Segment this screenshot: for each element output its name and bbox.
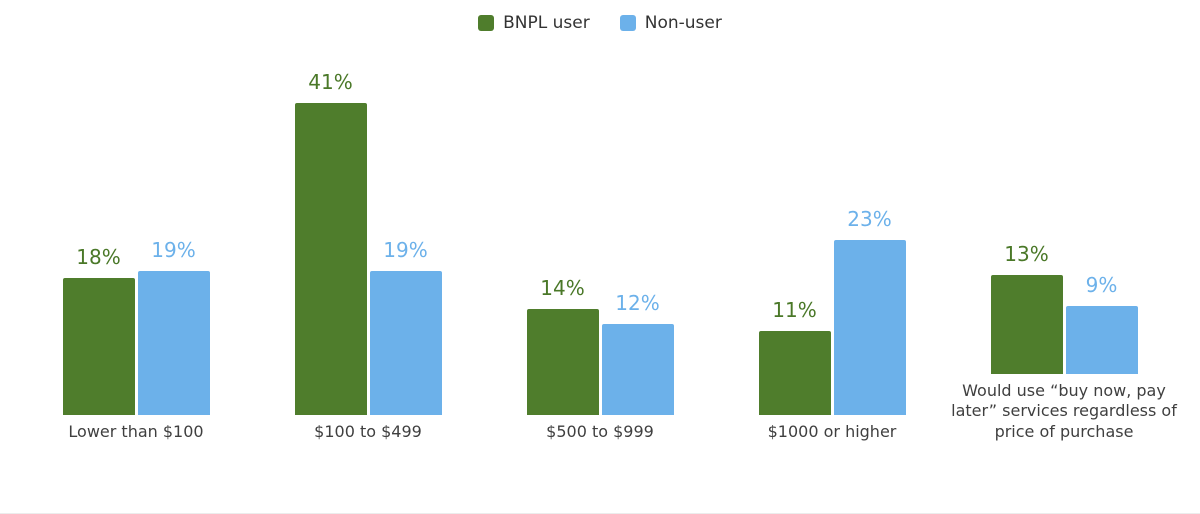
category-label: Would use “buy now, pay later” services … (951, 380, 1177, 441)
value-label: 9% (1085, 272, 1118, 297)
legend-label-bnpl-user: BNPL user (503, 13, 590, 33)
bar-col-bnpl-user: 18% (62, 244, 135, 415)
bar-col-non-user: 19% (137, 237, 210, 415)
bnpl-user-bar (294, 102, 367, 415)
bar-col-non-user: 19% (369, 237, 442, 415)
non-user-bar (369, 270, 442, 415)
non-user-bar (833, 239, 906, 415)
bar-col-bnpl-user: 11% (758, 297, 831, 415)
bnpl-user-bar (758, 330, 831, 415)
category-label: $500 to $999 (546, 421, 654, 441)
bar-pair: 41% 19% (294, 62, 442, 415)
bar-col-non-user: 23% (833, 206, 906, 415)
bnpl-user-bar (990, 274, 1063, 374)
plot-area: 18% 19% Lower than $100 41% 19% $100 to $499 1… (20, 62, 1180, 442)
chart-legend: BNPL user Non-user (0, 13, 1200, 33)
value-label: 11% (772, 297, 817, 322)
value-label: 12% (615, 290, 660, 315)
bar-col-bnpl-user: 14% (526, 275, 599, 415)
value-label: 13% (1004, 241, 1049, 266)
non-user-bar (601, 323, 674, 415)
value-label: 19% (151, 237, 196, 262)
bar-col-non-user: 9% (1065, 272, 1138, 374)
value-label: 19% (383, 237, 428, 262)
bnpl-user-bar (62, 277, 135, 415)
value-label: 41% (308, 69, 353, 94)
category-label: $100 to $499 (314, 421, 422, 441)
legend-swatch-non-user-icon (619, 15, 636, 31)
bar-col-non-user: 12% (601, 290, 674, 415)
legend-swatch-bnpl-user-icon (478, 15, 495, 31)
legend-label-non-user: Non-user (644, 13, 722, 33)
non-user-bar (1065, 305, 1138, 374)
value-label: 14% (540, 275, 585, 300)
value-label: 18% (76, 244, 121, 269)
non-user-bar (137, 270, 210, 415)
bar-group-0: 18% 19% Lower than $100 (20, 62, 252, 442)
category-label: $1000 or higher (767, 421, 897, 441)
bar-pair: 18% 19% (62, 62, 210, 415)
bar-col-bnpl-user: 13% (990, 241, 1063, 374)
bar-pair: 13% 9% (990, 62, 1138, 374)
legend-item-non-user: Non-user (619, 13, 722, 33)
bar-group-3: 11% 23% $1000 or higher (716, 62, 948, 442)
legend-item-bnpl-user: BNPL user (478, 13, 590, 33)
bar-group-2: 14% 12% $500 to $999 (484, 62, 716, 442)
bar-pair: 14% 12% (526, 62, 674, 415)
bar-group-4: 13% 9% Would use “buy now, pay later” serv… (948, 62, 1180, 442)
value-label: 23% (847, 206, 892, 231)
category-label: Lower than $100 (68, 421, 204, 441)
bar-pair: 11% 23% (758, 62, 906, 415)
bar-group-1: 41% 19% $100 to $499 (252, 62, 484, 442)
bnpl-user-bar (526, 308, 599, 415)
bar-col-bnpl-user: 41% (294, 69, 367, 415)
